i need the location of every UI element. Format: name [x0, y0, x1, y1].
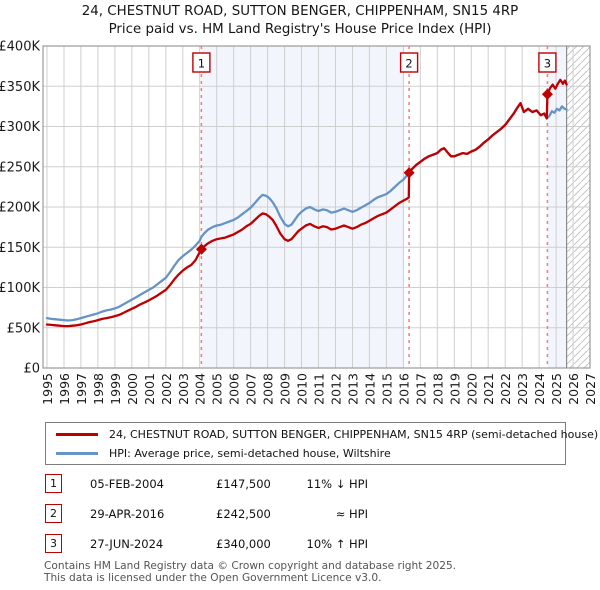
x-tick-label: 2005 — [210, 373, 225, 405]
x-tick-label: 2018 — [430, 373, 445, 405]
sale-date-2: 29-APR-2016 — [90, 507, 165, 521]
x-tick-label: 1997 — [74, 373, 89, 405]
sale-diamond-3 — [541, 88, 553, 100]
x-tick-label: 2004 — [193, 373, 208, 405]
sale-hpi-delta-1: 11% ↓ HPI — [306, 477, 368, 491]
x-tick-label: 2027 — [583, 373, 598, 405]
sale-table-row-1: 1 05-FEB-2004 £147,500 11% ↓ HPI — [45, 474, 385, 494]
x-tick-label: 2019 — [447, 373, 462, 405]
x-tick-label: 1995 — [40, 373, 55, 405]
y-tick-label: £400K — [0, 40, 40, 55]
x-tick-label: 2011 — [312, 373, 327, 405]
x-tick-label: 2006 — [227, 373, 242, 405]
sale-number-badge-3: 3 — [45, 534, 62, 553]
legend-label-hpi: HPI: Average price, semi-detached house,… — [109, 446, 391, 460]
x-tick-label: 1998 — [91, 373, 106, 405]
legend: 24, CHESTNUT ROAD, SUTTON BENGER, CHIPPE… — [45, 422, 598, 465]
x-tick-label: 2020 — [464, 373, 479, 405]
sale-marker-number-3: 3 — [544, 57, 551, 71]
sale-price-3: £340,000 — [216, 537, 271, 551]
x-tick-label: 2022 — [498, 373, 513, 405]
y-tick-label: £50K — [7, 321, 41, 336]
sale-table-row-3: 3 27-JUN-2024 £340,000 10% ↑ HPI — [45, 534, 385, 554]
x-tick-label: 2002 — [159, 373, 174, 405]
y-tick-label: £250K — [0, 160, 40, 175]
sale-table-row-2: 2 29-APR-2016 £242,500 ≈ HPI — [45, 504, 385, 524]
y-tick-label: £0 — [23, 362, 40, 377]
price-history-chart: 1 2 3 £0 £50K £100K £150K £200K £250K £300K £350K £… — [0, 40, 598, 405]
sale-number-badge-1: 1 — [45, 474, 62, 493]
sale-date-1: 05-FEB-2004 — [90, 477, 164, 491]
x-tick-label: 2015 — [379, 373, 394, 405]
sale-date-3: 27-JUN-2024 — [90, 537, 164, 551]
price-paid-line-sample — [56, 432, 98, 436]
x-tick-label: 2001 — [142, 373, 157, 405]
y-tick-label: £300K — [0, 120, 40, 135]
x-tick-label: 2013 — [346, 373, 361, 405]
license-footer-line1: Contains HM Land Registry data © Crown c… — [44, 560, 457, 572]
chart-title: 24, CHESTNUT ROAD, SUTTON BENGER, CHIPPE… — [81, 4, 519, 19]
x-tick-label: 2025 — [549, 373, 564, 405]
x-tick-label: 2024 — [532, 373, 547, 405]
x-tick-label: 2000 — [125, 373, 140, 405]
sale-marker-box-3 — [538, 52, 557, 73]
chart-subtitle: Price paid vs. HM Land Registry's House … — [108, 21, 492, 37]
hpi-line-sample — [56, 451, 98, 455]
legend-item-hpi: HPI: Average price, semi-detached house,… — [46, 444, 565, 463]
sale-diamond-1 — [195, 243, 207, 255]
x-tick-label: 2016 — [396, 373, 411, 405]
sale-marker-box-1 — [192, 52, 211, 73]
x-tick-label: 2014 — [362, 373, 377, 405]
x-tick-label: 1999 — [108, 373, 123, 405]
x-tick-label: 2017 — [413, 373, 428, 405]
y-tick-label: £350K — [0, 80, 40, 95]
y-tick-label: £150K — [0, 241, 40, 256]
sale-marker-number-2: 2 — [405, 57, 412, 71]
sale-marker-number-1: 1 — [198, 57, 205, 71]
sale-hpi-delta-3: 10% ↑ HPI — [306, 537, 368, 551]
sale-price-2: £242,500 — [216, 507, 271, 521]
license-footer-line2: This data is licensed under the Open Gov… — [44, 571, 382, 584]
sale-hpi-delta-2: ≈ HPI — [335, 507, 368, 521]
sale-diamond-2 — [403, 167, 415, 179]
x-tick-label: 2010 — [295, 373, 310, 405]
sale-marker-box-2 — [399, 52, 419, 73]
legend-label-price-paid: 24, CHESTNUT ROAD, SUTTON BENGER, CHIPPE… — [109, 427, 599, 441]
chart-title-block: 24, CHESTNUT ROAD, SUTTON BENGER, CHIPPE… — [0, 3, 600, 38]
x-tick-label: 2026 — [566, 373, 581, 405]
x-tick-label: 2009 — [278, 373, 293, 405]
x-tick-label: 2003 — [176, 373, 191, 405]
y-tick-label: £100K — [0, 281, 40, 296]
x-tick-label: 2021 — [481, 373, 496, 405]
x-tick-label: 2023 — [515, 373, 530, 405]
sale-number-badge-2: 2 — [45, 504, 62, 523]
x-tick-label: 2007 — [244, 373, 259, 405]
legend-item-price-paid: 24, CHESTNUT ROAD, SUTTON BENGER, CHIPPE… — [46, 425, 598, 444]
series-line-price-paid — [45, 78, 568, 328]
x-tick-label: 1996 — [57, 373, 72, 405]
x-tick-label: 2012 — [329, 373, 344, 405]
license-footer: Contains HM Land Registry data © Crown c… — [44, 560, 457, 585]
sale-price-1: £147,500 — [216, 477, 271, 491]
x-tick-label: 2008 — [261, 373, 276, 405]
y-tick-label: £200K — [0, 201, 40, 216]
